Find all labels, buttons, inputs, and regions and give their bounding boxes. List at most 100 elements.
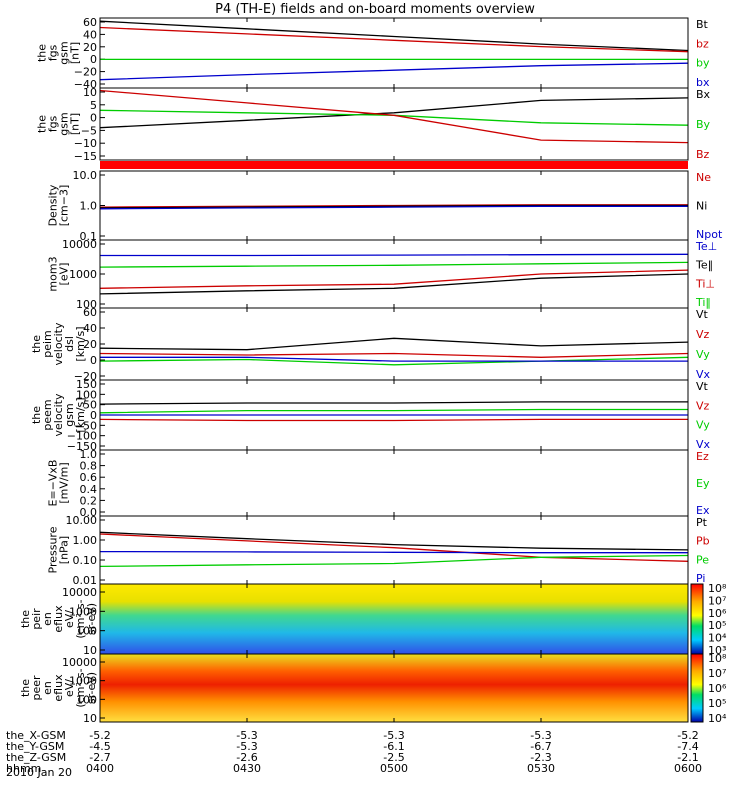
panel-7-ytick-label: 0.6 [80, 471, 98, 484]
panel-9-ylabel-line: sr-eV) [85, 603, 98, 635]
panel-7-ylabel-line: E=−VxB [47, 460, 60, 507]
panel-6-ytick-label: −50 [74, 419, 97, 432]
ephemeris-label: hhmm [6, 762, 41, 775]
panel-9-colorbar-tick: 10⁷ [708, 594, 726, 607]
panel-9-ytick-label: 10000 [62, 586, 97, 599]
panel-1-legend-2: bz [696, 37, 709, 50]
panel-10-colorbar-tick: 10⁶ [708, 682, 727, 695]
panel-6-ytick-label: 50 [83, 399, 97, 412]
panel-6-series-2 [99, 418, 688, 422]
panel-2-ytick-label: 5 [90, 99, 97, 112]
panel-10-ylabel-line: the [19, 679, 32, 697]
panel-2-ytick-label: −5 [81, 124, 97, 137]
panel-2-ylabel-line: gsm [58, 112, 71, 135]
panel-7-ytick-label: 0.4 [80, 483, 98, 496]
panel-4-ylabel-line: mom3 [47, 256, 60, 291]
panel-8-series-3 [99, 554, 689, 568]
panel-10-ylabel-line: (cm²-s- [74, 668, 87, 707]
panel-4-series-1 [100, 253, 689, 257]
panel-5-ytick-label: −20 [74, 370, 97, 383]
date-label: 2010 Jan 20 [6, 766, 72, 779]
panel-9-colorbar-tick: 10⁵ [708, 619, 726, 632]
panel-8-legend-4: Pi [696, 572, 705, 585]
panel-10-spectrogram [100, 654, 688, 722]
panel-5-legend-3: Vy [696, 348, 710, 361]
panel-5-ylabel-line: the [30, 335, 43, 353]
panel-3-ytick-label: 1.0 [80, 200, 98, 213]
panel-8-ytick-label: 1.00 [73, 534, 98, 547]
panel-9-colorbar-tick: 10³ [708, 644, 726, 657]
panel-7-legend-1: Ez [696, 450, 709, 463]
ephemeris-value: -6.7 [530, 740, 551, 753]
panel-1-ytick-label: −20 [74, 66, 97, 79]
panel-1-ylabel-line: the [36, 44, 49, 62]
panel-8-series-2 [99, 533, 689, 562]
panel-2-ytick-label: −10 [74, 137, 97, 150]
panel-3-legend-1: Ne [696, 171, 711, 184]
panel-9-ylabel-line: peir [30, 608, 43, 630]
panel-6-ylabel-line: velocity [52, 393, 65, 436]
panel-1-series-1 [99, 20, 689, 52]
panel-2-series-3 [99, 89, 689, 144]
panel-1-legend-3: by [696, 57, 710, 70]
ephemeris-value: -5.3 [530, 729, 551, 742]
panel-5-ylabel-line: dsl [63, 336, 76, 352]
panel-10-colorbar-tick: 10⁴ [708, 712, 727, 725]
panel-4-ytick-label: 1000 [69, 268, 97, 281]
panel-7-ytick-label: 0.2 [80, 494, 98, 507]
panel-9-ylabel-line: en [41, 612, 54, 626]
panel-6-ylabel-line: gsm [63, 403, 76, 426]
panel-1-series-4 [99, 62, 689, 81]
panel-2-ylabel-line: fgs [47, 115, 60, 132]
panel-9-colorbar-tick: 10⁶ [708, 607, 727, 620]
ephemeris-value: -6.1 [383, 740, 404, 753]
panel-5-legend-4: Vx [696, 368, 711, 381]
panel-4-ylabel-line: [eV] [58, 263, 71, 286]
panel-9-ylabel-line: eflux [52, 605, 65, 633]
panel-5-ytick-label: 0 [90, 354, 97, 367]
ephemeris-value: -5.3 [236, 740, 257, 753]
ephemeris-value: 0500 [380, 762, 408, 775]
panel-1-legend-1: Bt [696, 18, 709, 31]
panel-3-series-1 [99, 204, 688, 208]
panel-10-ylabel-line: eflux [52, 674, 65, 702]
panel-9-ytick-label: 10 [83, 644, 97, 657]
panel-6-legend-3: Vy [696, 419, 710, 432]
panel-5-series-3 [99, 356, 689, 366]
ephemeris-value: -5.2 [677, 729, 698, 742]
panel-10-colorbar [690, 653, 704, 723]
panel-5-legend-2: Vz [696, 328, 710, 341]
ephemeris-value: -2.7 [89, 751, 110, 764]
chart-title: P4 (TH-E) fields and on-board moments ov… [215, 2, 535, 17]
panel-4-legend-3: Ti⊥ [695, 277, 715, 290]
panel-4-series-2 [99, 273, 689, 295]
ephemeris-label: the_Y-GSM [6, 740, 64, 753]
panel-3-series-3 [99, 205, 688, 210]
panel-5-ylabel-line: velocity [52, 322, 65, 365]
panel-9-ylabel-line: the [19, 610, 32, 628]
panel-5-legend-1: Vt [696, 308, 709, 321]
panel-2-ytick-label: −15 [74, 150, 97, 163]
panel-7-ytick-label: 0.8 [80, 460, 98, 473]
panel-8-ytick-label: 0.10 [73, 554, 98, 567]
panel-4-ytick-label: 100 [76, 298, 97, 311]
panel-6-ytick-label: 100 [76, 388, 97, 401]
panel-7-frame [99, 449, 689, 517]
panel-4-legend-1: Te⊥ [695, 240, 717, 253]
panel-9-colorbar-tick: 10⁸ [708, 582, 727, 595]
panel-10-ytick-label: 100 [76, 693, 97, 706]
ephemeris-value: -7.4 [677, 740, 698, 753]
panel-4-legend-4: Ti‖ [695, 296, 711, 309]
panel-4-series-4 [99, 261, 689, 268]
panel-6-legend-4: Vx [696, 438, 711, 451]
panel-1-legend-4: bx [696, 76, 710, 89]
panel-3-ylabel-line: Density [47, 184, 60, 226]
ephemeris-value: 0430 [233, 762, 261, 775]
panel-5-series-4 [100, 356, 688, 362]
ephemeris-value: -5.3 [383, 729, 404, 742]
panel-10-ytick-label: 10000 [62, 656, 97, 669]
panel-5-ytick-label: 40 [83, 322, 97, 335]
panel-9-spectrogram [100, 584, 688, 654]
panel-9-ytick-label: 1000 [69, 605, 97, 618]
